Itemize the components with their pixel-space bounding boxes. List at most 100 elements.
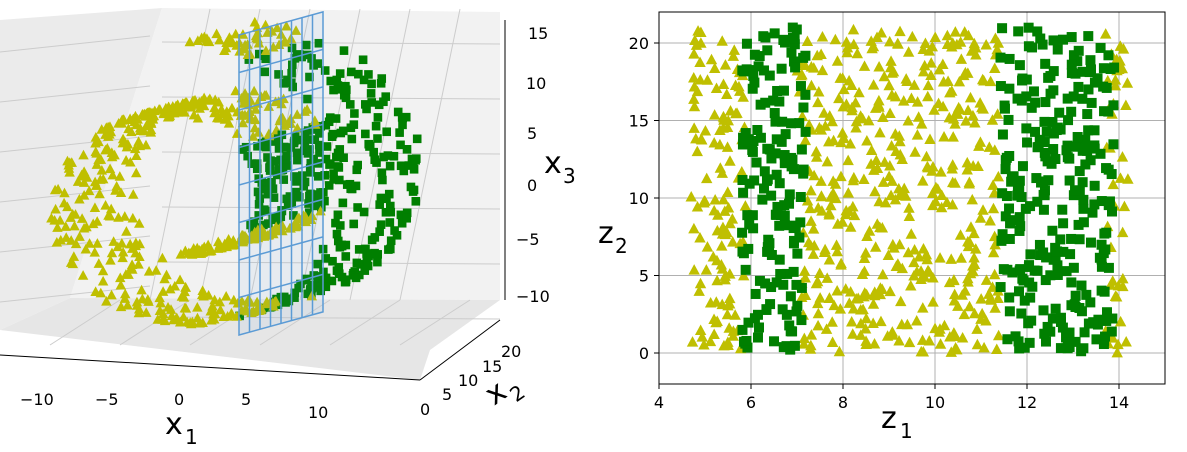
point-triangle (724, 105, 737, 116)
point-square (1014, 175, 1025, 186)
point-triangle (192, 312, 203, 323)
point-triangle (717, 193, 730, 205)
point-triangle (830, 239, 843, 250)
point-triangle (889, 90, 902, 102)
point-square (1070, 336, 1081, 347)
point-triangle (215, 304, 226, 315)
point-triangle (916, 334, 929, 345)
point-triangle (847, 328, 859, 339)
point-triangle (903, 202, 915, 213)
point-triangle (708, 328, 720, 339)
point-triangle (105, 203, 117, 214)
point-triangle (901, 75, 913, 87)
point-triangle (826, 316, 838, 327)
gridline (299, 8, 361, 301)
point-square (737, 175, 748, 186)
point-square (1089, 125, 1100, 136)
plane-grid (238, 86, 324, 111)
point-triangle (716, 240, 728, 251)
point-square (1109, 62, 1120, 73)
point-square (279, 175, 289, 184)
point-square (347, 67, 356, 77)
point-square (320, 171, 330, 180)
point-triangle (74, 193, 85, 204)
point-triangle (925, 57, 937, 68)
point-square (395, 128, 404, 137)
point-square (385, 218, 395, 227)
point-triangle (968, 227, 980, 239)
point-triangle (976, 307, 988, 319)
point-square (306, 135, 315, 144)
point-square (778, 85, 789, 96)
point-triangle (838, 132, 850, 144)
point-square (1055, 343, 1066, 354)
point-triangle (991, 343, 1003, 354)
point-square (752, 332, 763, 343)
point-triangle (927, 296, 939, 307)
point-square (1107, 313, 1118, 324)
point-triangle (952, 108, 964, 119)
gridline (0, 185, 151, 203)
point-triangle (953, 75, 966, 87)
point-triangle (804, 202, 816, 214)
point-triangle (838, 83, 850, 95)
point-square (787, 22, 798, 33)
point-triangle (721, 88, 733, 100)
z-tick: −5 (516, 230, 540, 249)
point-triangle (955, 252, 967, 263)
point-triangle (96, 165, 108, 175)
point-triangle (917, 175, 929, 186)
point-triangle (877, 176, 890, 187)
point-triangle (54, 214, 66, 225)
point-square (753, 61, 764, 72)
point-square (1047, 116, 1058, 127)
point-square (748, 70, 759, 81)
point-triangle (734, 85, 746, 96)
point-square (774, 178, 785, 189)
point-triangle (78, 177, 90, 187)
point-square (259, 220, 268, 230)
point-square (1030, 126, 1041, 137)
point-triangle (192, 302, 203, 312)
point-square (747, 83, 758, 94)
point-square (996, 235, 1007, 246)
point-triangle (867, 317, 879, 329)
point-triangle (291, 109, 303, 119)
point-triangle (909, 146, 921, 157)
point-square (303, 126, 313, 135)
point-triangle (831, 245, 843, 257)
point-triangle (1117, 272, 1129, 284)
point-square (748, 136, 759, 147)
point-triangle (867, 79, 880, 90)
point-triangle (228, 294, 240, 305)
point-square (1085, 155, 1096, 166)
point-triangle (851, 47, 864, 59)
point-triangle (119, 211, 131, 221)
point-triangle (77, 270, 89, 280)
point-triangle (948, 288, 961, 300)
point-square (1073, 81, 1084, 92)
point-square (315, 148, 324, 157)
point-square (1108, 139, 1119, 150)
plane-grid (238, 273, 324, 299)
point-triangle (209, 294, 220, 305)
point-triangle (833, 92, 845, 104)
point-square (1074, 234, 1085, 245)
point-square (1057, 204, 1068, 215)
point-square (775, 268, 786, 279)
point-triangle (122, 299, 133, 310)
point-triangle (887, 238, 899, 250)
point-square (1019, 342, 1030, 353)
point-triangle (823, 253, 836, 265)
gridline (161, 151, 501, 155)
point-triangle (230, 85, 241, 96)
point-square (269, 136, 279, 146)
point-triangle (841, 41, 854, 53)
point-square (370, 233, 380, 242)
point-square (1052, 260, 1063, 271)
point-square (377, 168, 387, 178)
point-square (1034, 239, 1045, 250)
point-triangle (815, 175, 827, 186)
y-tick-label: 15 (629, 112, 649, 131)
